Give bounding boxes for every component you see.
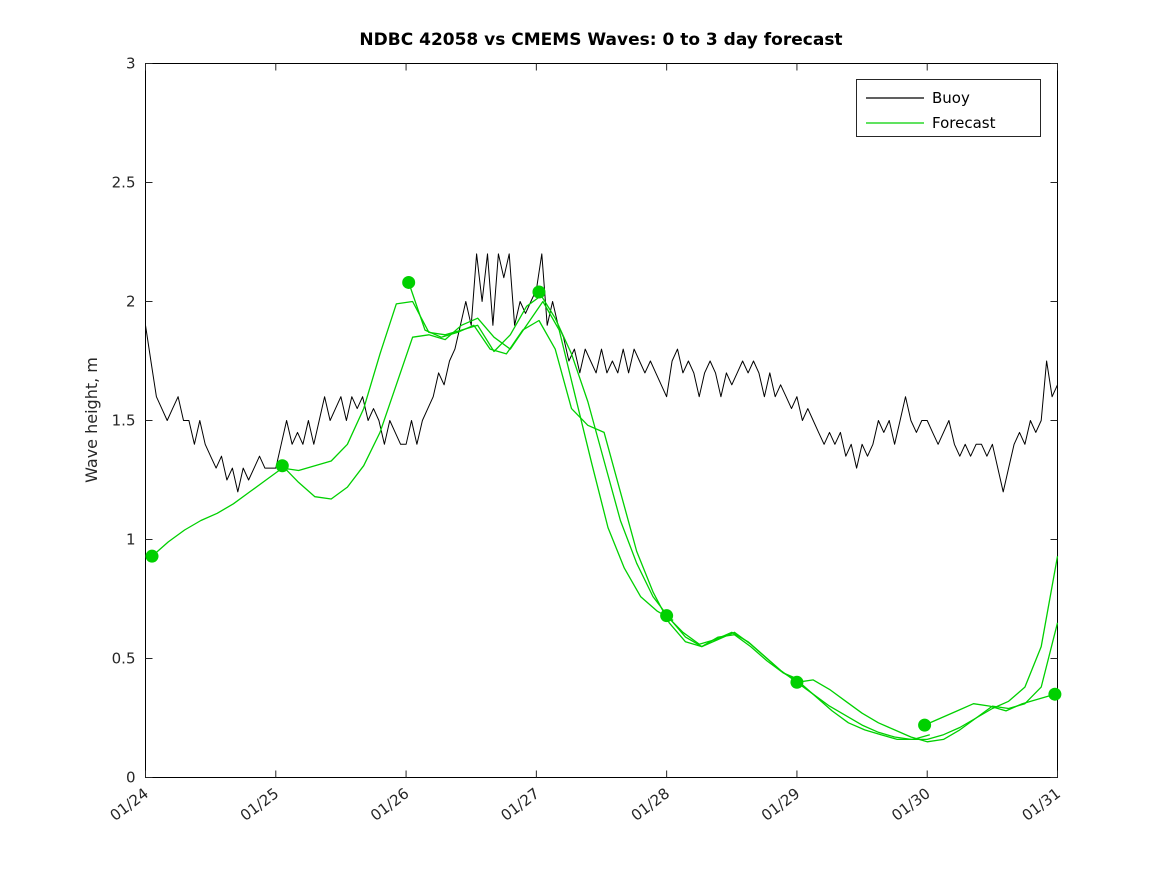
forecast-run-0130-line	[924, 693, 1056, 726]
forecast-start-marker	[660, 609, 674, 623]
forecast-start-marker	[402, 275, 416, 289]
forecast-start-marker	[532, 285, 546, 299]
x-tick-label: 01/31	[1019, 784, 1064, 824]
forecast-run-0126-line	[408, 282, 800, 681]
forecast-run-0128-line	[666, 556, 1059, 741]
y-tick-label: 2	[126, 293, 136, 311]
x-tick-label: 01/24	[107, 784, 152, 824]
legend-box	[856, 79, 1041, 137]
forecast-run-0124-line	[151, 293, 544, 557]
axis-ticks	[145, 63, 1058, 778]
chart-title: NDBC 42058 vs CMEMS Waves: 0 to 3 day fo…	[359, 30, 842, 50]
x-tick-label: 01/30	[888, 784, 933, 824]
forecast-run-0125-line	[281, 300, 674, 621]
plot-box	[145, 63, 1058, 778]
forecast-start-marker	[1048, 687, 1062, 701]
forecast-start-marker	[790, 675, 804, 689]
y-tick-label: 2.5	[112, 174, 136, 192]
forecast-start-marker	[918, 718, 932, 732]
y-tick-label: 1.5	[112, 412, 136, 430]
legend-label-buoy: Buoy	[932, 89, 970, 107]
x-tick-label: 01/29	[758, 784, 803, 824]
forecast-start-marker	[145, 549, 159, 563]
buoy-line	[145, 253, 1058, 493]
axis-tick-labels: 0 0.5 1 1.5 2 2.5 3 01/24 01/25 01/26 01/27 01/28 01…	[107, 55, 1064, 825]
chart-series	[145, 253, 1059, 743]
y-tick-label: 0.5	[112, 650, 136, 668]
forecast-start-marker	[275, 459, 289, 473]
x-tick-label: 01/27	[497, 784, 542, 824]
y-tick-label: 3	[126, 55, 136, 73]
forecast-run-0127-line	[538, 291, 930, 741]
x-tick-label: 01/26	[367, 784, 412, 824]
y-axis-label: Wave height, m	[82, 357, 101, 483]
x-tick-label: 01/25	[237, 784, 282, 824]
x-tick-label: 01/28	[628, 784, 673, 824]
legend: Buoy Forecast	[856, 79, 1041, 137]
y-tick-label: 0	[126, 769, 136, 787]
legend-label-forecast: Forecast	[932, 114, 996, 132]
forecast-start-markers	[145, 275, 1062, 732]
y-tick-label: 1	[126, 531, 136, 549]
